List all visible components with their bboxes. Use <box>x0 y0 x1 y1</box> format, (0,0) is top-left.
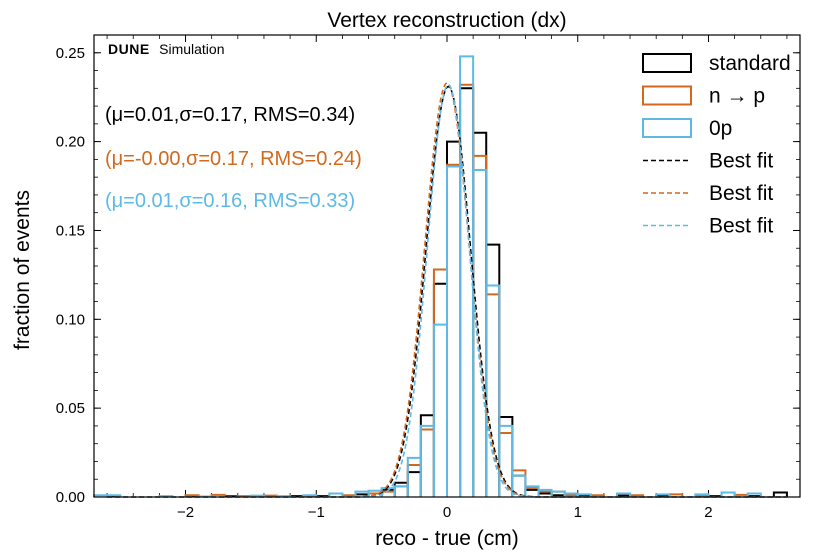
histogram-bin <box>432 323 448 497</box>
histogram-bin <box>446 140 462 497</box>
histogram-bin <box>694 493 710 497</box>
series-1 <box>184 83 749 498</box>
watermark-dune: DUNE <box>108 41 150 57</box>
legend: standard n → p 0p Best fit Best fit Best fit <box>642 52 791 238</box>
x-tick-label: −1 <box>308 504 325 521</box>
y-tick-label: 0.00 <box>56 489 85 506</box>
y-tick-label: 0.05 <box>56 400 85 417</box>
histogram-bin <box>393 485 409 497</box>
histogram-bin <box>772 491 788 497</box>
legend-label: standard <box>709 52 791 75</box>
annotation-0p: (μ=0.01,σ=0.16, RMS=0.33) <box>105 190 355 212</box>
chart-title: Vertex reconstruction (dx) <box>327 9 566 32</box>
legend-swatch <box>642 53 692 73</box>
legend-label: n → p <box>709 85 765 108</box>
y-tick-label: 0.25 <box>56 45 85 62</box>
x-tick-label: 2 <box>704 504 712 521</box>
histogram-bin <box>406 456 422 497</box>
plot-frame <box>93 34 801 498</box>
histogram-bin <box>485 284 501 497</box>
histogram-bin <box>406 471 422 497</box>
legend-label: Best fit <box>709 215 773 238</box>
y-tick-label: 0.10 <box>56 311 85 328</box>
histogram-bin <box>419 428 435 497</box>
histogram-bin <box>615 492 632 497</box>
x-tick-label: 0 <box>443 504 451 521</box>
histogram-bin <box>498 424 514 497</box>
histogram-bin <box>459 87 475 497</box>
watermark-simulation: Simulation <box>159 41 224 57</box>
histogram-bin <box>419 424 435 497</box>
y-tick-label: 0.15 <box>56 222 85 239</box>
x-tick-label: −2 <box>177 504 194 521</box>
watermark: DUNE Simulation <box>108 41 225 58</box>
x-axis-label: reco - true (cm) <box>375 527 519 550</box>
histogram-bin <box>655 493 671 497</box>
histogram-bin <box>446 163 462 497</box>
histogram-bin <box>432 282 448 497</box>
legend-label: Best fit <box>709 150 773 173</box>
annotation-n-to-p: (μ=-0.00,σ=0.17, RMS=0.24) <box>105 148 362 170</box>
histogram-bin <box>498 416 514 497</box>
histogram-bin <box>472 154 488 497</box>
histogram-bin <box>328 492 344 497</box>
x-tick-label: 1 <box>574 504 582 521</box>
legend-swatch <box>642 118 692 138</box>
histogram-bin <box>106 494 122 497</box>
histogram-bin <box>432 268 448 497</box>
histogram-bin <box>393 485 409 497</box>
histogram-bin <box>576 493 592 497</box>
histogram-bin <box>419 414 435 497</box>
legend-swatch <box>642 85 692 106</box>
histogram-bin <box>446 165 462 497</box>
histogram-bin <box>302 494 318 497</box>
histogram-bin <box>459 83 475 497</box>
y-axis-label: fraction of events <box>11 190 34 350</box>
histogram-bin <box>720 491 736 497</box>
y-tick-label: 0.20 <box>56 134 85 151</box>
histogram-bin <box>472 169 488 497</box>
histogram-bin <box>406 464 422 497</box>
annotation-standard: (μ=0.01,σ=0.17, RMS=0.34) <box>105 104 355 126</box>
histogram-bin <box>393 481 409 497</box>
histogram-bin <box>746 492 762 497</box>
plot-area: 0.00 0.05 0.10 0.15 0.20 0.25 −2 −1 0 1 2 <box>56 35 800 521</box>
legend-label: Best fit <box>709 182 773 205</box>
legend-label: 0p <box>709 117 732 140</box>
